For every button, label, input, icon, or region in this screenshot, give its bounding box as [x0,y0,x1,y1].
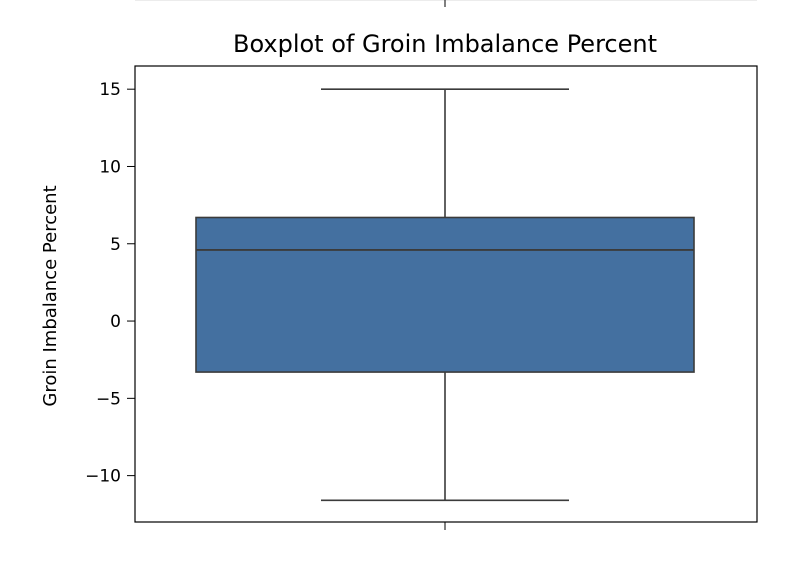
plot-area [195,88,695,502]
chart-title: Boxplot of Groin Imbalance Percent [233,30,657,58]
interquartile-box [195,216,695,373]
y-axis-label: Groin Imbalance Percent [40,185,61,406]
y-tick-label: 10 [99,157,121,177]
y-tick-label: 5 [110,235,121,255]
y-tick-label: 15 [99,80,121,100]
plot-frame [134,65,758,523]
y-axis-ticks: 15 10 5 0 −5 −10 [85,80,135,487]
y-tick-label: −5 [96,389,121,409]
y-tick-label: −10 [85,467,121,487]
y-tick-label: 0 [110,312,121,332]
